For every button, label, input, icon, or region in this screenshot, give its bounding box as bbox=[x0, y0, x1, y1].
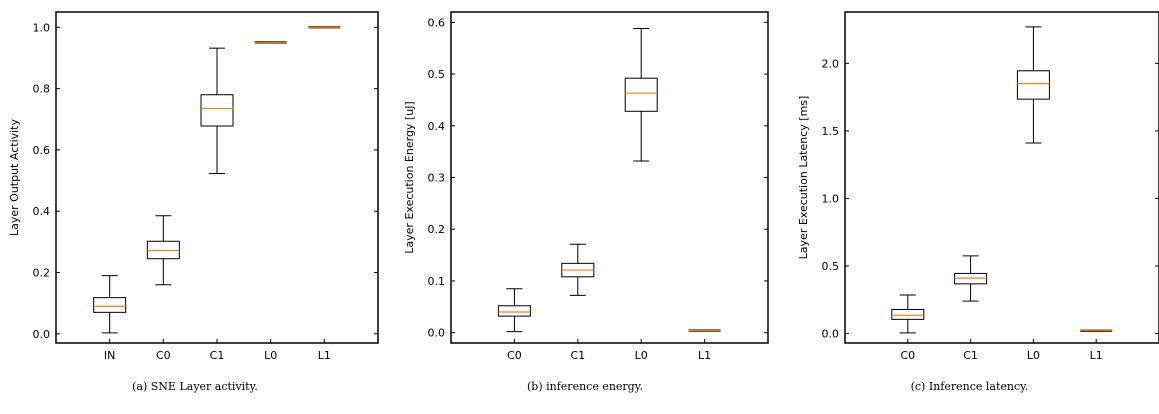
activity-ytick-label: 1.0 bbox=[33, 21, 51, 34]
activity-box-c0 bbox=[146, 215, 180, 286]
energy-box-l1 bbox=[688, 329, 721, 332]
energy-ytick-label: 0.0 bbox=[428, 327, 446, 340]
energy-xtick-label: C0 bbox=[507, 349, 522, 362]
energy-xtick-label: C1 bbox=[570, 349, 585, 362]
activity-box-body bbox=[93, 297, 127, 313]
activity-xtick-label: L1 bbox=[318, 349, 331, 362]
latency-chart-caption: (c) Inference latency. bbox=[910, 380, 1029, 393]
activity-ytick-label: 0.8 bbox=[33, 83, 51, 96]
latency-ytick-label: 0.5 bbox=[822, 260, 840, 273]
activity-y-axis-label: Layer Output Activity bbox=[8, 119, 21, 236]
energy-chart-caption: (b) inference energy. bbox=[527, 380, 643, 393]
energy-chart-panel: 0.0 0.1 0.2 0.3 0.4 0.5 0.6 Layer Execution Ene… bbox=[390, 0, 780, 414]
latency-xtick-label: L0 bbox=[1027, 349, 1040, 362]
latency-chart: 0.0 0.5 1.0 1.5 2.0 Layer Execution Latency [… bbox=[797, 11, 1159, 362]
activity-chart: 0.0 0.2 0.4 0.6 0.8 1.0 Layer Output Activity I… bbox=[8, 11, 379, 362]
latency-chart-panel: 0.0 0.5 1.0 1.5 2.0 Layer Execution Latency [… bbox=[780, 0, 1159, 414]
energy-xtick-label: L0 bbox=[635, 349, 648, 362]
energy-box-body bbox=[497, 305, 531, 317]
energy-chart: 0.0 0.1 0.2 0.3 0.4 0.5 0.6 Layer Execution Ene… bbox=[403, 11, 769, 362]
activity-ytick-label: 0.4 bbox=[33, 205, 51, 218]
activity-xtick-label: C1 bbox=[210, 349, 225, 362]
activity-box-l1 bbox=[308, 26, 341, 29]
activity-xtick-label: IN bbox=[104, 349, 115, 362]
energy-box-l0 bbox=[624, 28, 658, 162]
activity-chart-caption: (a) SNE Layer activity. bbox=[132, 380, 258, 393]
latency-ytick-label: 1.5 bbox=[822, 125, 840, 138]
energy-y-axis-label: Layer Execution Energy [uJ] bbox=[403, 101, 416, 253]
latency-box-l1 bbox=[1080, 329, 1113, 332]
latency-xtick-label: C1 bbox=[963, 349, 978, 362]
energy-xtick-label: L1 bbox=[698, 349, 711, 362]
activity-xtick-label: C0 bbox=[156, 349, 171, 362]
energy-ytick-label: 0.1 bbox=[428, 275, 446, 288]
latency-box-body bbox=[1016, 70, 1050, 100]
energy-ytick-label: 0.5 bbox=[428, 68, 446, 81]
activity-xtick-label: L0 bbox=[264, 349, 277, 362]
activity-box-body bbox=[200, 94, 234, 127]
activity-box-in bbox=[93, 275, 127, 334]
latency-ytick-label: 1.0 bbox=[822, 192, 840, 205]
activity-ytick-label: 0.6 bbox=[33, 144, 51, 157]
latency-xtick-label: C0 bbox=[900, 349, 915, 362]
energy-ytick-label: 0.6 bbox=[428, 16, 446, 29]
latency-ytick-label: 2.0 bbox=[822, 57, 840, 70]
latency-y-axis-label: Layer Execution Latency [ms] bbox=[797, 96, 810, 260]
latency-plot-frame bbox=[844, 11, 1159, 344]
energy-box-body bbox=[624, 77, 658, 112]
latency-box-l0 bbox=[1016, 26, 1050, 144]
energy-ytick-label: 0.3 bbox=[428, 172, 446, 185]
latency-box-c0 bbox=[891, 294, 925, 334]
latency-ytick-label: 0.0 bbox=[822, 328, 840, 341]
energy-box-c0 bbox=[497, 288, 531, 333]
energy-plot-frame bbox=[450, 11, 769, 344]
activity-chart-panel: 0.0 0.2 0.4 0.6 0.8 1.0 Layer Output Activity I… bbox=[0, 0, 390, 414]
latency-box-c1 bbox=[954, 255, 988, 302]
activity-ytick-label: 0.0 bbox=[33, 328, 51, 341]
energy-ytick-label: 0.4 bbox=[428, 120, 446, 133]
latency-box-body bbox=[891, 308, 925, 320]
activity-ytick-label: 0.2 bbox=[33, 267, 51, 280]
energy-ytick-label: 0.2 bbox=[428, 223, 446, 236]
activity-box-c1 bbox=[200, 47, 234, 175]
latency-xtick-label: L1 bbox=[1090, 349, 1103, 362]
energy-box-c1 bbox=[561, 243, 595, 296]
activity-box-l0 bbox=[254, 41, 287, 44]
